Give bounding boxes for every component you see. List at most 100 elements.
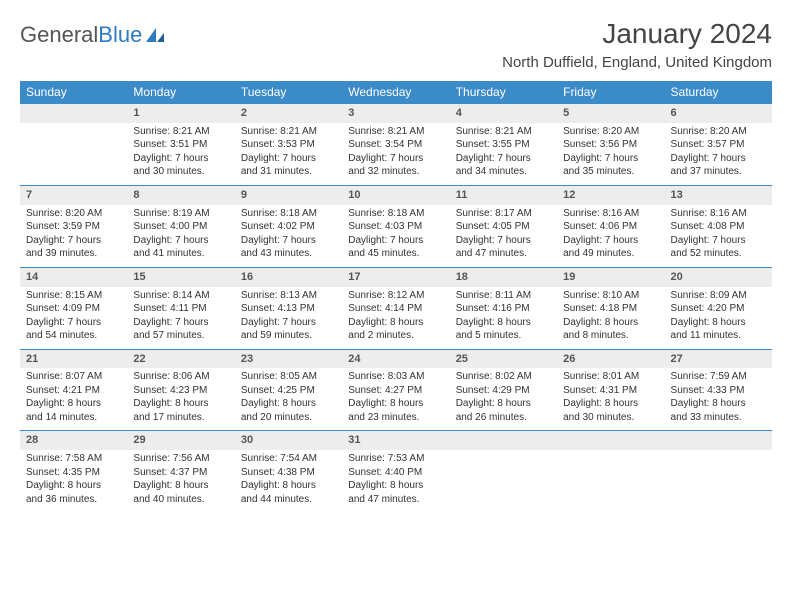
sunset-text: Sunset: 4:05 PM xyxy=(456,220,551,234)
daylight-text-1: Daylight: 7 hours xyxy=(26,316,121,330)
sunrise-text: Sunrise: 8:03 AM xyxy=(348,370,443,384)
day-detail-cell: Sunrise: 8:15 AMSunset: 4:09 PMDaylight:… xyxy=(20,287,127,350)
day-detail-cell: Sunrise: 8:21 AMSunset: 3:53 PMDaylight:… xyxy=(235,123,342,186)
day-detail-cell: Sunrise: 8:21 AMSunset: 3:55 PMDaylight:… xyxy=(450,123,557,186)
day-number-cell: 4 xyxy=(450,104,557,123)
day-number-cell: 8 xyxy=(127,185,234,204)
daylight-text-2: and 49 minutes. xyxy=(563,247,658,261)
detail-row: Sunrise: 8:21 AMSunset: 3:51 PMDaylight:… xyxy=(20,123,772,186)
day-number-cell: 24 xyxy=(342,349,449,368)
sunrise-text: Sunrise: 8:13 AM xyxy=(241,289,336,303)
weekday-header: Wednesday xyxy=(342,81,449,104)
day-number-cell: 19 xyxy=(557,267,664,286)
day-detail-cell: Sunrise: 7:58 AMSunset: 4:35 PMDaylight:… xyxy=(20,450,127,512)
daylight-text-1: Daylight: 7 hours xyxy=(563,234,658,248)
day-number-cell: 20 xyxy=(665,267,772,286)
daylight-text-2: and 44 minutes. xyxy=(241,493,336,507)
daylight-text-2: and 26 minutes. xyxy=(456,411,551,425)
daylight-text-2: and 43 minutes. xyxy=(241,247,336,261)
header: GeneralBlue January 2024 North Duffield,… xyxy=(20,18,772,71)
day-number-cell xyxy=(450,431,557,450)
day-number-cell xyxy=(557,431,664,450)
daylight-text-2: and 14 minutes. xyxy=(26,411,121,425)
weekday-header: Saturday xyxy=(665,81,772,104)
sunset-text: Sunset: 4:20 PM xyxy=(671,302,766,316)
daylight-text-1: Daylight: 7 hours xyxy=(348,234,443,248)
daylight-text-2: and 41 minutes. xyxy=(133,247,228,261)
sunset-text: Sunset: 4:03 PM xyxy=(348,220,443,234)
day-detail-cell: Sunrise: 8:10 AMSunset: 4:18 PMDaylight:… xyxy=(557,287,664,350)
daylight-text-1: Daylight: 7 hours xyxy=(133,234,228,248)
daylight-text-1: Daylight: 7 hours xyxy=(133,316,228,330)
sunset-text: Sunset: 3:51 PM xyxy=(133,138,228,152)
sunrise-text: Sunrise: 8:21 AM xyxy=(348,125,443,139)
sunset-text: Sunset: 4:08 PM xyxy=(671,220,766,234)
day-detail-cell: Sunrise: 8:13 AMSunset: 4:13 PMDaylight:… xyxy=(235,287,342,350)
daylight-text-1: Daylight: 7 hours xyxy=(456,234,551,248)
sunset-text: Sunset: 4:37 PM xyxy=(133,466,228,480)
sunrise-text: Sunrise: 8:20 AM xyxy=(671,125,766,139)
sunset-text: Sunset: 4:31 PM xyxy=(563,384,658,398)
daylight-text-1: Daylight: 8 hours xyxy=(26,397,121,411)
daylight-text-2: and 11 minutes. xyxy=(671,329,766,343)
daynum-row: 21222324252627 xyxy=(20,349,772,368)
day-number-cell: 18 xyxy=(450,267,557,286)
day-number-cell: 25 xyxy=(450,349,557,368)
daylight-text-1: Daylight: 8 hours xyxy=(133,479,228,493)
day-number-cell: 27 xyxy=(665,349,772,368)
sunrise-text: Sunrise: 8:19 AM xyxy=(133,207,228,221)
daylight-text-2: and 32 minutes. xyxy=(348,165,443,179)
sunset-text: Sunset: 4:35 PM xyxy=(26,466,121,480)
sunset-text: Sunset: 4:13 PM xyxy=(241,302,336,316)
daylight-text-1: Daylight: 8 hours xyxy=(563,397,658,411)
daylight-text-1: Daylight: 8 hours xyxy=(348,479,443,493)
day-detail-cell: Sunrise: 7:59 AMSunset: 4:33 PMDaylight:… xyxy=(665,368,772,431)
day-detail-cell: Sunrise: 8:20 AMSunset: 3:56 PMDaylight:… xyxy=(557,123,664,186)
sunrise-text: Sunrise: 7:58 AM xyxy=(26,452,121,466)
day-detail-cell: Sunrise: 8:16 AMSunset: 4:08 PMDaylight:… xyxy=(665,205,772,268)
sunrise-text: Sunrise: 8:02 AM xyxy=(456,370,551,384)
sunset-text: Sunset: 4:33 PM xyxy=(671,384,766,398)
daylight-text-1: Daylight: 8 hours xyxy=(671,397,766,411)
sunset-text: Sunset: 4:25 PM xyxy=(241,384,336,398)
sunset-text: Sunset: 3:55 PM xyxy=(456,138,551,152)
daylight-text-1: Daylight: 7 hours xyxy=(133,152,228,166)
day-detail-cell: Sunrise: 8:01 AMSunset: 4:31 PMDaylight:… xyxy=(557,368,664,431)
day-detail-cell xyxy=(557,450,664,512)
sunrise-text: Sunrise: 7:56 AM xyxy=(133,452,228,466)
sunrise-text: Sunrise: 8:15 AM xyxy=(26,289,121,303)
daynum-row: 123456 xyxy=(20,104,772,123)
daylight-text-2: and 33 minutes. xyxy=(671,411,766,425)
daylight-text-2: and 5 minutes. xyxy=(456,329,551,343)
detail-row: Sunrise: 7:58 AMSunset: 4:35 PM Daylight:… xyxy=(20,450,772,512)
daylight-text-1: Daylight: 7 hours xyxy=(348,152,443,166)
sunset-text: Sunset: 4:38 PM xyxy=(241,466,336,480)
day-detail-cell: Sunrise: 8:03 AMSunset: 4:27 PMDaylight:… xyxy=(342,368,449,431)
daylight-text-1: Daylight: 7 hours xyxy=(26,234,121,248)
day-detail-cell: Sunrise: 8:19 AMSunset: 4:00 PMDaylight:… xyxy=(127,205,234,268)
daylight-text-1: Daylight: 7 hours xyxy=(671,234,766,248)
day-number-cell: 21 xyxy=(20,349,127,368)
day-number-cell: 5 xyxy=(557,104,664,123)
daylight-text-2: and 52 minutes. xyxy=(671,247,766,261)
day-detail-cell: Sunrise: 8:06 AMSunset: 4:23 PMDaylight:… xyxy=(127,368,234,431)
daylight-text-2: and 47 minutes. xyxy=(348,493,443,507)
day-detail-cell: Sunrise: 8:18 AMSunset: 4:02 PMDaylight:… xyxy=(235,205,342,268)
day-detail-cell: Sunrise: 8:14 AMSunset: 4:11 PMDaylight:… xyxy=(127,287,234,350)
sunset-text: Sunset: 4:16 PM xyxy=(456,302,551,316)
daylight-text-1: Daylight: 7 hours xyxy=(241,234,336,248)
calendar-table: Sunday Monday Tuesday Wednesday Thursday… xyxy=(20,81,772,512)
day-number-cell: 15 xyxy=(127,267,234,286)
day-number-cell xyxy=(665,431,772,450)
logo-text-a: General xyxy=(20,22,98,48)
sunrise-text: Sunrise: 8:06 AM xyxy=(133,370,228,384)
sunrise-text: Sunrise: 8:18 AM xyxy=(348,207,443,221)
day-number-cell: 17 xyxy=(342,267,449,286)
day-detail-cell: Sunrise: 8:21 AMSunset: 3:54 PMDaylight:… xyxy=(342,123,449,186)
sunrise-text: Sunrise: 8:07 AM xyxy=(26,370,121,384)
day-number-cell: 2 xyxy=(235,104,342,123)
day-number-cell: 14 xyxy=(20,267,127,286)
daynum-row: 28293031 xyxy=(20,431,772,450)
day-number-cell: 22 xyxy=(127,349,234,368)
location: North Duffield, England, United Kingdom xyxy=(502,54,772,71)
